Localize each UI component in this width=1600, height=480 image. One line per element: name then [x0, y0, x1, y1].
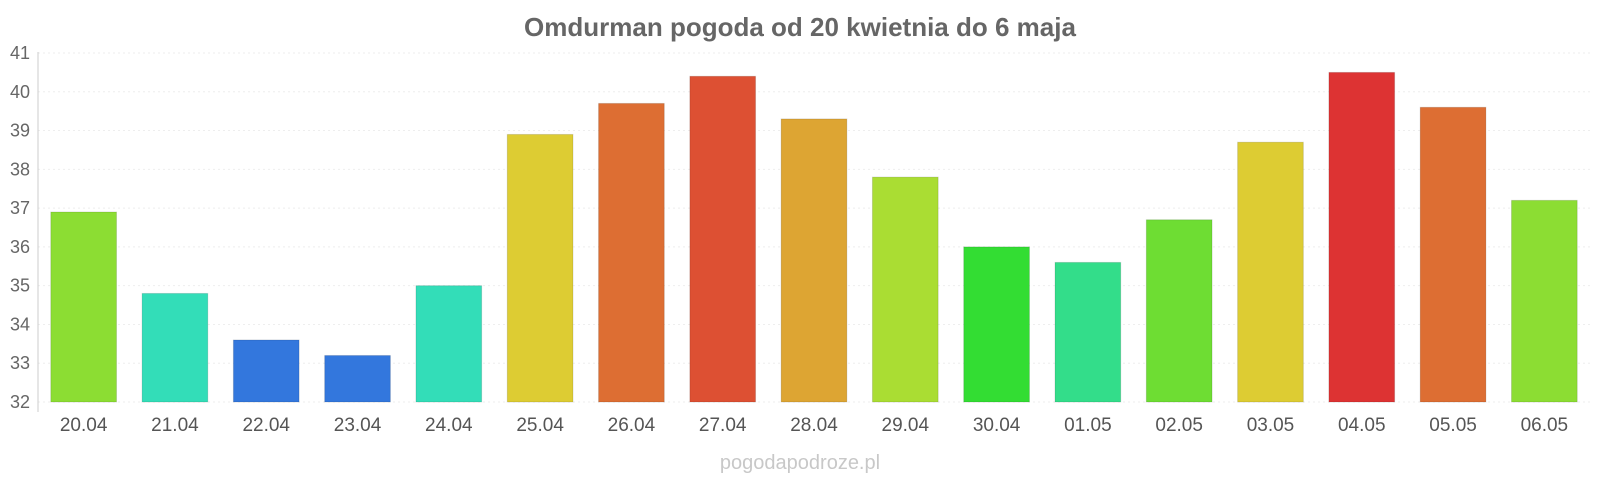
y-tick-label: 40 — [10, 82, 30, 102]
bar-01.05 — [1054, 261, 1122, 403]
x-tick-label: 28.04 — [790, 415, 838, 436]
x-tick-label: 02.05 — [1155, 415, 1203, 436]
x-tick-label: 22.04 — [242, 415, 290, 436]
x-axis-ticks: 20.04 21.04 22.04 23.04 24.04 25.04 26.04 27.04… — [60, 415, 1568, 436]
y-tick-label: 36 — [10, 237, 30, 257]
bar-21.04 — [141, 292, 209, 403]
y-tick-label: 34 — [10, 314, 30, 334]
watermark: pogodapodroze.pl — [720, 452, 880, 474]
bar-25.04 — [506, 133, 574, 403]
bar-28.04 — [780, 118, 848, 403]
bar-23.04 — [324, 354, 391, 403]
y-tick-label: 39 — [10, 121, 30, 141]
y-tick-label: 37 — [10, 198, 30, 218]
bar-06.05 — [1510, 199, 1578, 403]
x-tick-label: 21.04 — [151, 415, 199, 436]
x-tick-label: 20.04 — [60, 415, 108, 436]
bar-30.04 — [963, 246, 1030, 403]
x-tick-label: 04.05 — [1338, 415, 1386, 436]
bar-22.04 — [232, 339, 300, 403]
x-tick-label: 05.05 — [1429, 415, 1477, 436]
bar-20.04 — [50, 211, 118, 403]
x-tick-label: 27.04 — [699, 415, 747, 436]
bar-29.04 — [871, 176, 939, 403]
bars — [50, 71, 1578, 403]
y-tick-label: 41 — [10, 43, 30, 63]
x-tick-label: 03.05 — [1247, 415, 1295, 436]
x-tick-label: 06.05 — [1521, 415, 1569, 436]
bar-02.05 — [1145, 219, 1213, 403]
bar-04.05 — [1328, 71, 1396, 403]
y-tick-label: 38 — [10, 159, 30, 179]
x-tick-label: 24.04 — [425, 415, 473, 436]
bar-26.04 — [598, 102, 665, 403]
y-tick-label: 33 — [10, 353, 30, 373]
chart-title: Omdurman pogoda od 20 kwietnia do 6 maja — [524, 12, 1076, 42]
x-tick-label: 29.04 — [882, 415, 930, 436]
bar-05.05 — [1419, 106, 1487, 403]
y-tick-label: 35 — [10, 276, 30, 296]
bar-03.05 — [1237, 141, 1304, 403]
x-tick-label: 23.04 — [334, 415, 382, 436]
x-tick-label: 25.04 — [516, 415, 564, 436]
y-tick-label: 32 — [10, 392, 30, 412]
y-axis-ticks: 32 33 34 35 36 37 38 39 40 41 — [10, 43, 30, 412]
bar-27.04 — [689, 75, 757, 403]
x-tick-label: 26.04 — [608, 415, 656, 436]
x-tick-label: 01.05 — [1064, 415, 1112, 436]
x-tick-label: 30.04 — [973, 415, 1021, 436]
bar-24.04 — [415, 285, 483, 403]
